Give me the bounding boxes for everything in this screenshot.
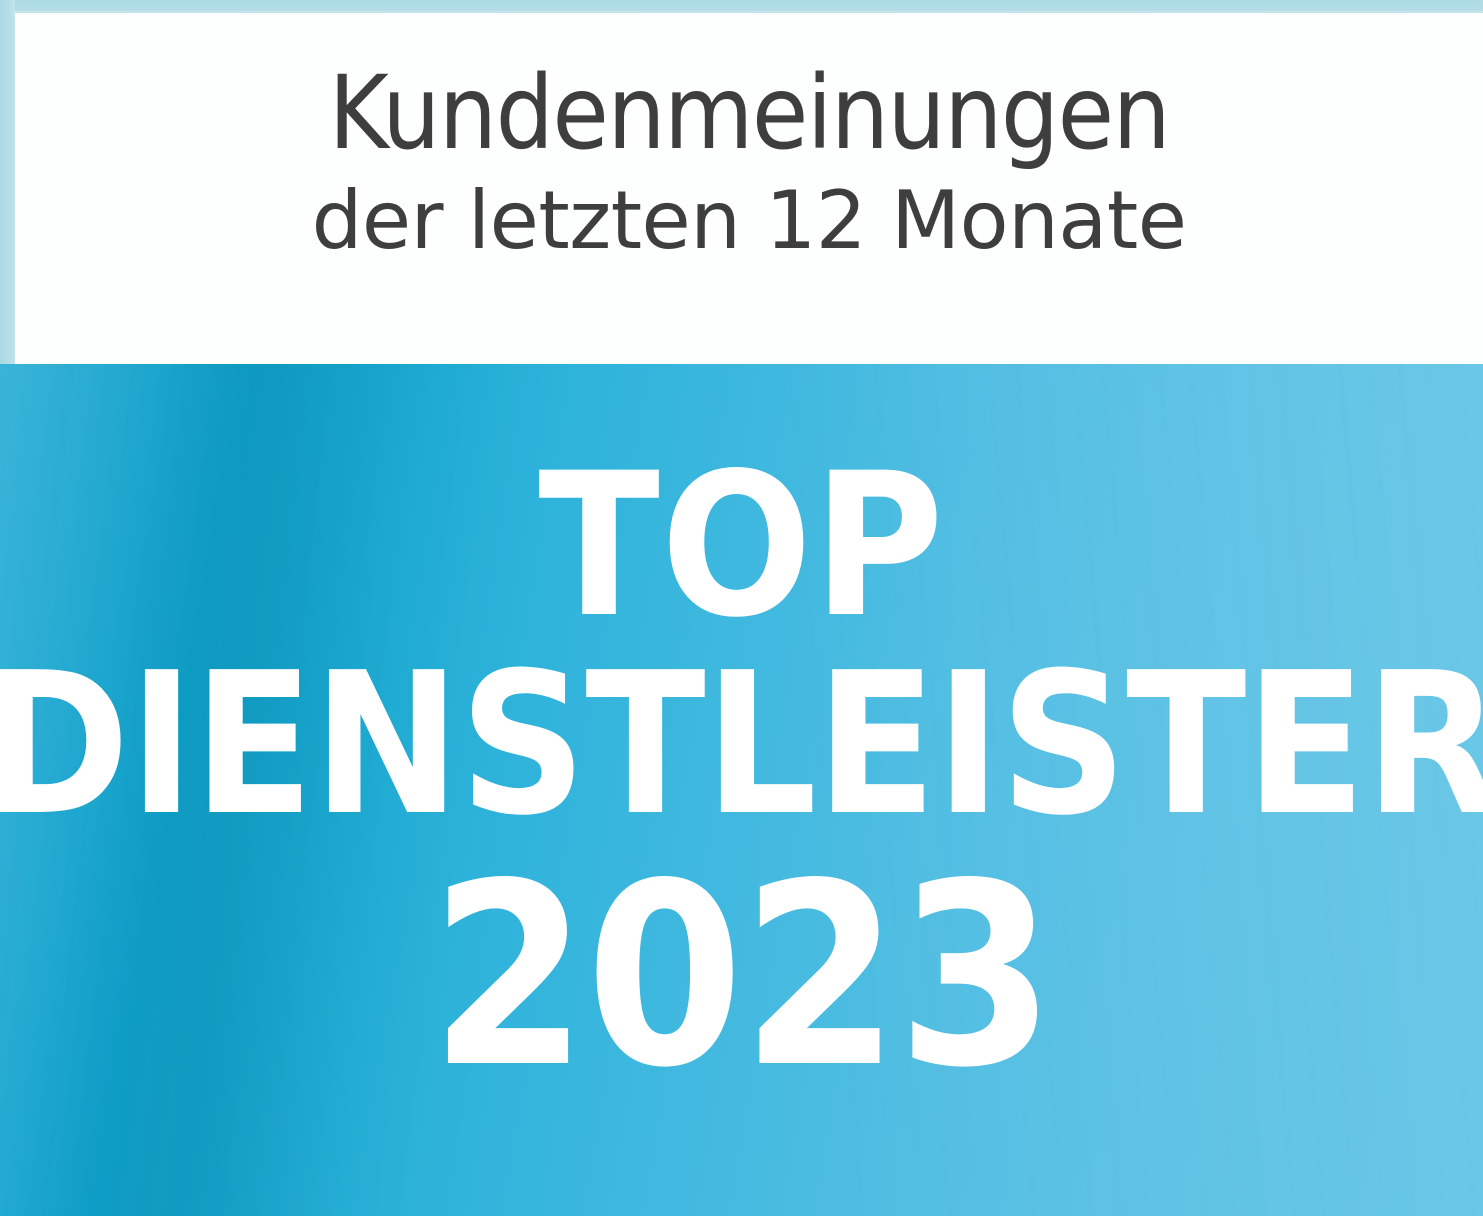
award-year: 2023: [430, 830, 1055, 1124]
badge-frame-left-border: [0, 0, 15, 364]
award-category-dienstleister: DIENSTLEISTER: [0, 631, 1483, 860]
header-title-primary: Kundenmeinungen: [328, 54, 1171, 173]
award-text-stack: TOP DIENSTLEISTER 2023: [0, 364, 1483, 1216]
badge-header-panel: Kundenmeinungen der letzten 12 Monate: [15, 13, 1483, 364]
award-prefix-top: TOP: [538, 430, 945, 661]
badge-frame-top-border: [0, 0, 1483, 13]
badge-body-panel: TOP DIENSTLEISTER 2023: [0, 364, 1483, 1216]
header-title-secondary: der letzten 12 Monate: [311, 174, 1187, 267]
background-gradient-base: [0, 364, 1483, 1216]
